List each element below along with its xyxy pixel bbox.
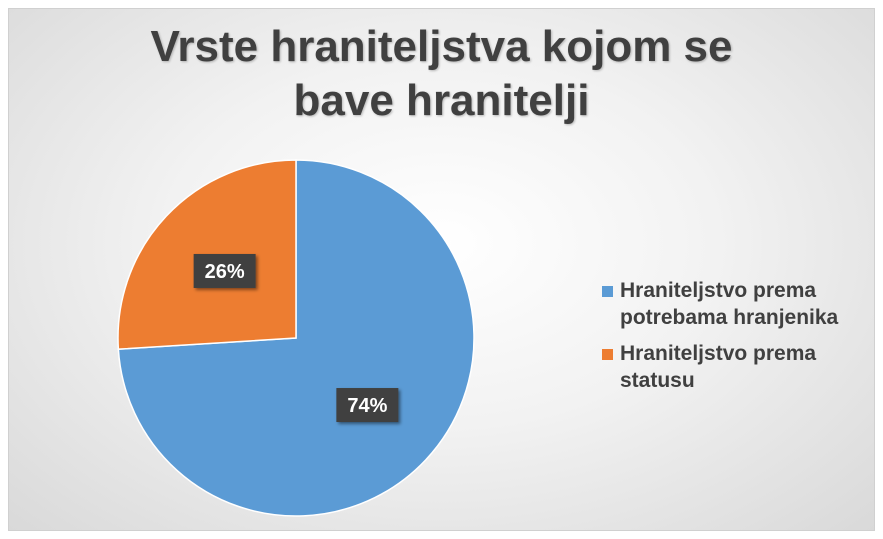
legend-label-potrebama-line-1: Hraniteljstvo prema bbox=[620, 279, 817, 302]
chart-title-line-2: bave hranitelji bbox=[293, 76, 590, 125]
legend-item-potrebama: Hraniteljstvo prema potrebama hranjenika bbox=[600, 277, 880, 331]
legend-item-statusu: Hraniteljstvo prema statusu bbox=[600, 340, 880, 394]
chart-title-line-1: Vrste hraniteljstva kojom se bbox=[150, 22, 733, 71]
legend-swatch-statusu bbox=[602, 349, 613, 360]
legend-label-potrebama-line-2: potrebama hranjenika bbox=[620, 306, 839, 329]
legend-label-statusu-line-1: Hraniteljstvo prema bbox=[620, 342, 817, 365]
data-label-text-potrebama: 74% bbox=[347, 395, 387, 417]
legend: Hraniteljstvo prema potrebama hranjenika… bbox=[600, 277, 880, 403]
data-label-statusu: 26% bbox=[193, 253, 256, 288]
data-label-box-potrebama bbox=[336, 388, 399, 423]
data-label-potrebama: 74% bbox=[336, 388, 399, 423]
data-label-box-statusu bbox=[193, 253, 256, 288]
legend-label-statusu-line-2: statusu bbox=[620, 369, 695, 392]
legend-swatch-potrebama bbox=[602, 286, 613, 297]
chart-title: Vrste hraniteljstva kojom se bave hranit… bbox=[0, 20, 883, 128]
data-label-text-statusu: 26% bbox=[205, 261, 245, 283]
